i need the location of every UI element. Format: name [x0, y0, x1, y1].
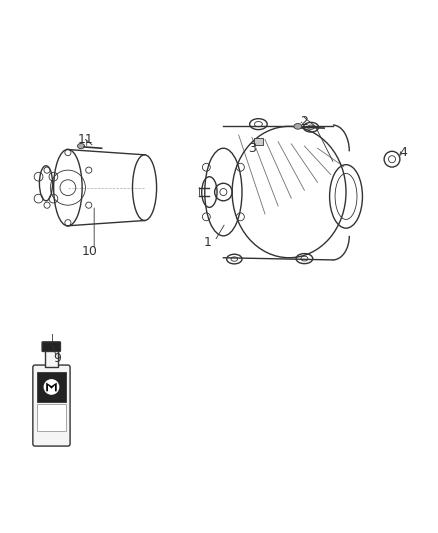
FancyBboxPatch shape [33, 365, 70, 446]
FancyBboxPatch shape [254, 138, 263, 145]
Text: 2: 2 [300, 116, 308, 128]
Ellipse shape [294, 124, 302, 129]
FancyBboxPatch shape [45, 350, 58, 367]
Text: 9: 9 [53, 352, 61, 365]
Circle shape [43, 379, 59, 395]
Text: 11: 11 [78, 133, 93, 146]
Text: 1: 1 [204, 236, 212, 249]
Text: 4: 4 [399, 146, 407, 159]
FancyBboxPatch shape [37, 372, 66, 402]
Polygon shape [46, 383, 57, 391]
Text: 3: 3 [248, 142, 256, 155]
Text: 10: 10 [82, 245, 98, 257]
FancyBboxPatch shape [42, 342, 60, 351]
FancyBboxPatch shape [37, 403, 66, 431]
Ellipse shape [78, 143, 85, 149]
